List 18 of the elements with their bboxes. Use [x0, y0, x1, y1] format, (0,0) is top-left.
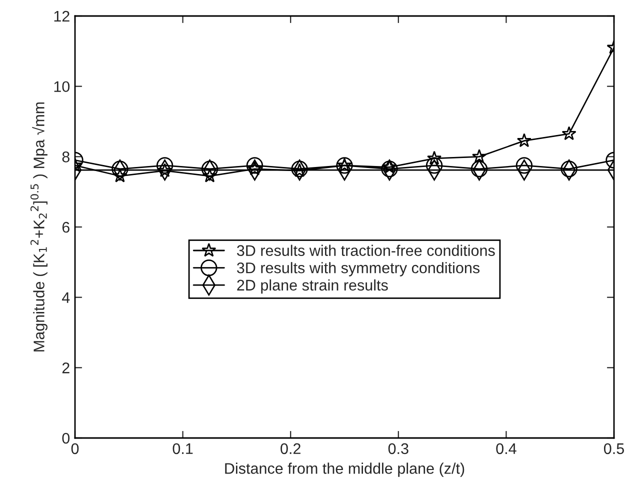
y-tick-label: 8 — [62, 152, 70, 162]
x-tick-label: 0.3 — [388, 443, 408, 454]
y-tick-label: 10 — [54, 81, 70, 92]
x-axis-title: Distance from the middle plane (z/t) — [225, 462, 464, 477]
y-tick-label: 6 — [62, 222, 70, 233]
legend-label: 3D results with traction-free conditions — [236, 244, 495, 256]
legend-label: 3D results with symmetry conditions — [236, 262, 480, 276]
x-tick-label: 0.2 — [280, 443, 300, 454]
x-tick-label: 0.5 — [604, 443, 624, 454]
text: Magnitude ( [K$_{1}$$^{2}$+K$_{2}$$^{2}$]$^{0.5}$ ) Mpa √mm — [30, 102, 48, 352]
y-tick-label: 2 — [62, 362, 70, 374]
legend-label: 2D plane strain results — [237, 279, 388, 294]
x-tick-label: 0.4 — [496, 443, 516, 454]
y-tick-label: 0 — [62, 432, 70, 444]
x-tick-label: 0.1 — [172, 443, 193, 454]
y-tick-label: 4 — [62, 292, 70, 303]
y-tick-label: 12 — [54, 10, 70, 22]
x-tick-label: 0 — [71, 443, 79, 454]
